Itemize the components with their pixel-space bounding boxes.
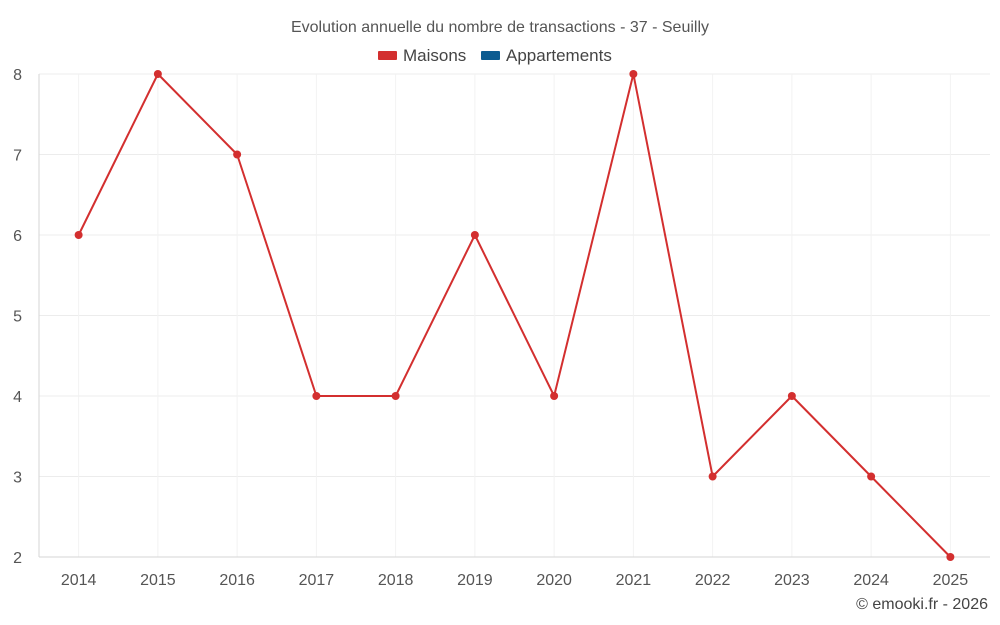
x-tick-label: 2014: [61, 572, 97, 589]
data-point[interactable]: [867, 472, 876, 481]
x-tick-label: 2016: [219, 572, 255, 589]
x-tick-label: 2022: [695, 572, 731, 589]
x-tick-label: 2015: [140, 572, 176, 589]
y-tick-label: 7: [13, 148, 22, 165]
data-point[interactable]: [550, 392, 559, 400]
x-tick-label: 2019: [457, 572, 493, 589]
data-point[interactable]: [708, 472, 717, 481]
legend-label-appartements: Appartements: [506, 46, 612, 65]
y-tick-label: 6: [13, 228, 22, 245]
series-line-maisons: [77, 73, 952, 558]
y-tick-label: 8: [13, 67, 22, 84]
series-maisons: [74, 70, 955, 561]
legend: Maisons Appartements: [378, 46, 612, 65]
data-point[interactable]: [391, 392, 400, 400]
x-tick-label: 2024: [853, 572, 889, 589]
axes: [38, 74, 990, 558]
legend-item-appartements[interactable]: Appartements: [481, 46, 612, 65]
data-point[interactable]: [470, 231, 479, 239]
y-tick-label: 4: [13, 389, 22, 406]
data-point[interactable]: [946, 553, 955, 561]
x-axis-ticks: 2014 2015 2016 2017 2018 2019 2020 2021 2022 2023…: [61, 572, 968, 589]
data-point[interactable]: [153, 70, 162, 78]
data-point[interactable]: [787, 392, 796, 400]
legend-item-maisons[interactable]: Maisons: [378, 46, 466, 65]
legend-swatch-appartements: [481, 51, 500, 60]
data-point[interactable]: [74, 231, 83, 239]
data-point[interactable]: [312, 392, 321, 400]
x-tick-label: 2017: [299, 572, 335, 589]
y-tick-label: 5: [13, 309, 22, 326]
credit-text: © emooki.fr - 2026: [856, 596, 988, 613]
data-point[interactable]: [233, 150, 242, 159]
y-tick-label: 2: [13, 550, 22, 567]
x-tick-label: 2023: [774, 572, 810, 589]
x-tick-label: 2018: [378, 572, 414, 589]
y-axis-ticks: 2 3 4 5 6 7 8: [13, 67, 22, 567]
grid: [39, 73, 990, 558]
y-tick-label: 3: [13, 470, 22, 487]
chart-title: Evolution annuelle du nombre de transact…: [291, 19, 709, 36]
legend-label-maisons: Maisons: [403, 46, 466, 65]
data-point[interactable]: [629, 70, 638, 78]
x-tick-label: 2025: [933, 572, 969, 589]
x-tick-label: 2021: [616, 572, 652, 589]
legend-swatch-maisons: [378, 51, 397, 60]
x-tick-label: 2020: [536, 572, 572, 589]
